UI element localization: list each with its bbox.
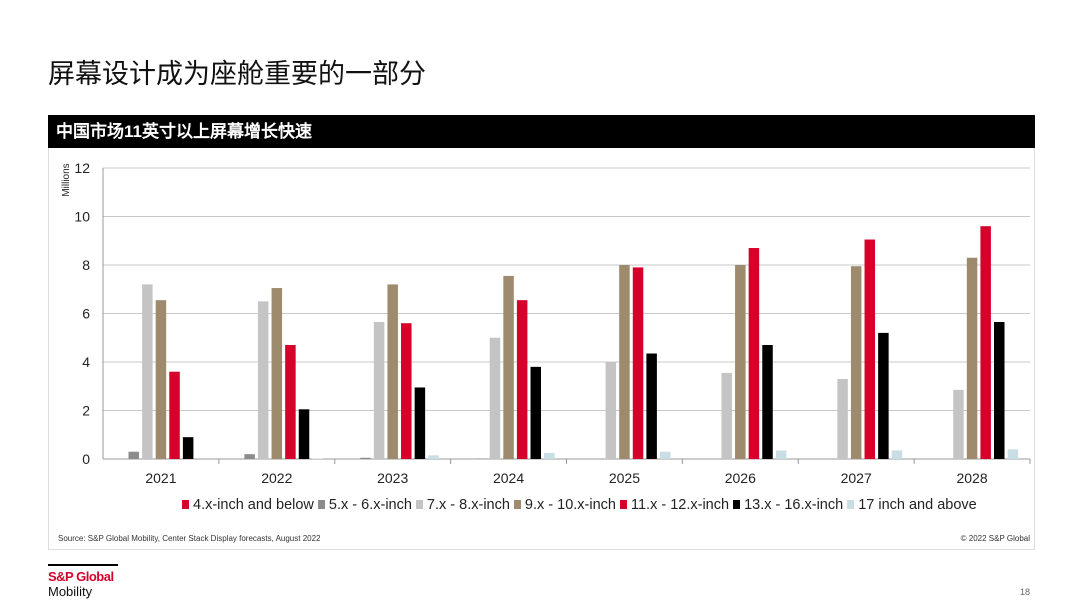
bar-7-x-8-x-inch-2023 <box>373 321 385 459</box>
bar-5-x-6-x-inch-2023 <box>360 457 371 459</box>
x-tick-label: 2028 <box>956 470 987 486</box>
bar-11-x-12-x-inch-2024 <box>516 300 528 459</box>
bar-11-x-12-x-inch-2027 <box>864 239 876 459</box>
legend-swatch <box>620 500 627 509</box>
bar-9-x-10-x-inch-2028 <box>966 257 978 459</box>
bar-7-x-8-x-inch-2021 <box>142 284 153 459</box>
bar-17-inch-and-above-2028 <box>1007 449 1019 459</box>
y-tick-label: 2 <box>82 403 90 419</box>
bar-17-inch-and-above-2025 <box>659 451 671 459</box>
legend-label: 7.x - 8.x-inch <box>426 497 510 513</box>
legend-swatch <box>415 500 423 509</box>
bar-13-x-16-x-inch-2023 <box>414 387 426 459</box>
y-tick-label: 12 <box>74 160 90 176</box>
y-tick-label: 6 <box>82 306 90 322</box>
x-tick-label: 2026 <box>725 470 756 486</box>
bar-9-x-10-x-inch-2021 <box>155 300 167 459</box>
legend-swatch <box>317 500 325 509</box>
x-tick-label: 2023 <box>377 470 408 486</box>
legend-swatch <box>847 500 855 509</box>
bar-5-x-6-x-inch-2022 <box>244 454 255 459</box>
source-note: Source: S&P Global Mobility, Center Stac… <box>58 534 321 543</box>
x-tick-label: 2022 <box>261 470 292 486</box>
bar-13-x-16-x-inch-2024 <box>530 366 542 459</box>
bar-13-x-16-x-inch-2022 <box>298 409 310 459</box>
bar-7-x-8-x-inch-2028 <box>953 389 964 459</box>
x-tick-label: 2027 <box>841 470 872 486</box>
bar-11-x-12-x-inch-2021 <box>169 371 180 459</box>
bar-9-x-10-x-inch-2027 <box>850 266 862 459</box>
bar-13-x-16-x-inch-2028 <box>994 321 1005 459</box>
legend-label: 11.x - 12.x-inch <box>631 497 730 513</box>
bar-11-x-12-x-inch-2022 <box>285 345 296 459</box>
legend-label: 9.x - 10.x-inch <box>524 497 616 513</box>
logo-mobility: Mobility <box>48 584 93 599</box>
bar-17-inch-and-above-2027 <box>891 450 903 459</box>
legend-swatch <box>513 500 521 509</box>
bar-7-x-8-x-inch-2024 <box>489 337 501 459</box>
bar-13-x-16-x-inch-2021 <box>182 437 194 459</box>
bar-7-x-8-x-inch-2026 <box>721 372 732 459</box>
bar-11-x-12-x-inch-2028 <box>980 226 991 459</box>
legend-label: 5.x - 6.x-inch <box>328 497 412 513</box>
y-axis-label: Millions <box>61 163 72 196</box>
page-number: 18 <box>1019 587 1030 597</box>
bar-11-x-12-x-inch-2025 <box>632 267 644 459</box>
logo-sp-global: S&P Global <box>48 569 114 584</box>
slide-title: 屏幕设计成为座舱重要的一部分 <box>48 59 426 89</box>
bar-9-x-10-x-inch-2022 <box>271 288 283 459</box>
bar-7-x-8-x-inch-2025 <box>605 362 617 459</box>
bar-9-x-10-x-inch-2025 <box>619 265 630 459</box>
bar-11-x-12-x-inch-2026 <box>748 248 760 459</box>
bar-13-x-16-x-inch-2025 <box>646 353 657 459</box>
bar-7-x-8-x-inch-2022 <box>257 301 269 459</box>
legend-label: 13.x - 16.x-inch <box>744 497 844 513</box>
x-tick-label: 2025 <box>609 470 640 486</box>
bar-5-x-6-x-inch-2021 <box>128 451 139 459</box>
bar-17-inch-and-above-2026 <box>775 450 787 459</box>
y-tick-label: 0 <box>82 451 90 467</box>
bar-13-x-16-x-inch-2027 <box>878 332 889 459</box>
copyright: © 2022 S&P Global <box>960 534 1030 543</box>
bar-13-x-16-x-inch-2026 <box>762 345 773 459</box>
legend-label: 17 inch and above <box>858 497 977 513</box>
legend-swatch <box>182 500 189 509</box>
legend-swatch <box>733 500 741 509</box>
bar-7-x-8-x-inch-2027 <box>837 378 848 459</box>
x-tick-label: 2024 <box>493 470 524 486</box>
bar-11-x-12-x-inch-2023 <box>401 323 412 459</box>
bar-17-inch-and-above-2023 <box>428 455 439 459</box>
bar-9-x-10-x-inch-2023 <box>387 284 398 459</box>
bar-9-x-10-x-inch-2026 <box>735 265 746 459</box>
y-tick-label: 10 <box>74 209 90 225</box>
chart-header: 中国市场11英寸以上屏幕增长快速 <box>48 115 1035 148</box>
legend-label: 4.x-inch and below <box>193 497 314 513</box>
chart-panel <box>48 148 1035 550</box>
y-tick-label: 4 <box>82 354 90 370</box>
y-tick-label: 8 <box>82 257 90 273</box>
bar-17-inch-and-above-2024 <box>544 452 555 459</box>
chart-legend: 4.x-inch and below 5.x - 6.x-inch 7.x - 8.… <box>178 497 977 513</box>
x-tick-label: 2021 <box>145 470 176 486</box>
bar-9-x-10-x-inch-2024 <box>503 275 514 459</box>
logo-rule <box>48 564 118 566</box>
